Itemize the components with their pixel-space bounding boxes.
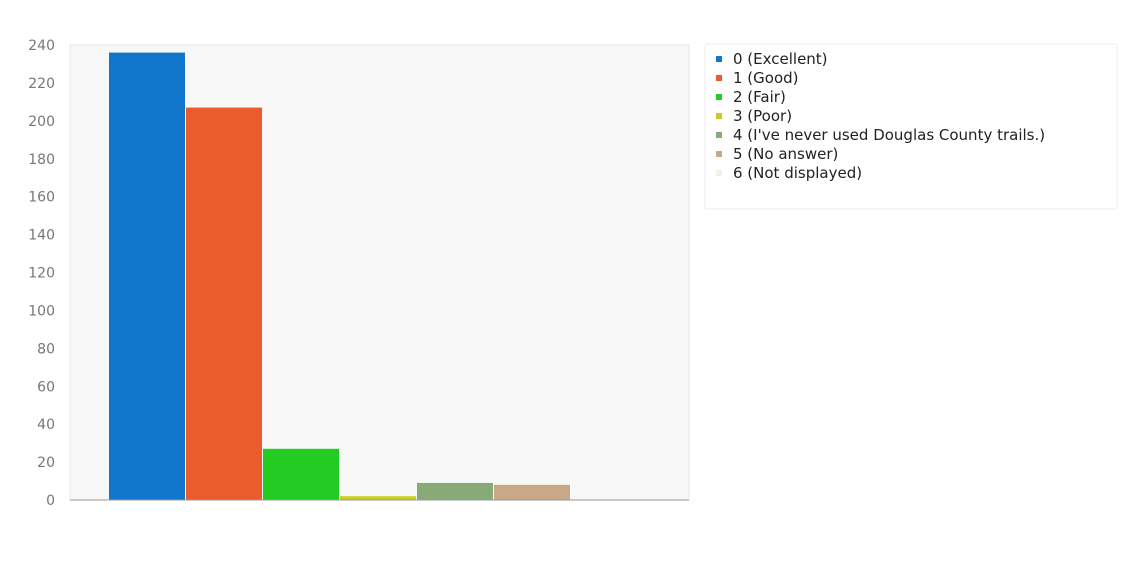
bar-1 xyxy=(186,107,262,500)
bar-0 xyxy=(109,52,185,500)
legend-label-6[interactable]: 6 (Not displayed) xyxy=(733,164,862,182)
y-tick-label: 60 xyxy=(37,379,55,395)
y-tick-label: 0 xyxy=(46,493,55,509)
legend-label-1[interactable]: 1 (Good) xyxy=(733,69,799,87)
bar-3 xyxy=(340,496,416,500)
y-tick-label: 100 xyxy=(28,303,55,319)
bar-4 xyxy=(417,482,493,500)
y-tick-label: 140 xyxy=(28,228,55,244)
y-tick-label: 120 xyxy=(28,266,55,282)
legend-swatch-4 xyxy=(716,132,722,138)
y-tick-label: 20 xyxy=(37,455,55,471)
y-tick-label: 180 xyxy=(28,152,55,168)
y-tick-label: 40 xyxy=(37,417,55,433)
legend-swatch-6 xyxy=(716,170,722,176)
legend-label-5[interactable]: 5 (No answer) xyxy=(733,145,838,163)
y-axis-ticks: 0 20 40 60 80 100 120 140 160 180 200 220 240 xyxy=(28,38,55,509)
bar-2 xyxy=(263,448,339,500)
legend-swatch-2 xyxy=(716,94,722,100)
legend: 0 (Excellent)1 (Good)2 (Fair)3 (Poor)4 (… xyxy=(704,43,1118,210)
legend-box xyxy=(704,43,1118,210)
legend-items: 0 (Excellent)1 (Good)2 (Fair)3 (Poor)4 (… xyxy=(716,50,1045,182)
legend-label-3[interactable]: 3 (Poor) xyxy=(733,107,792,125)
bars xyxy=(109,52,647,500)
bar-5 xyxy=(494,484,570,500)
y-tick-label: 240 xyxy=(28,38,55,54)
y-tick-label: 200 xyxy=(28,114,55,130)
legend-label-2[interactable]: 2 (Fair) xyxy=(733,88,786,106)
legend-swatch-5 xyxy=(716,151,722,157)
legend-swatch-1 xyxy=(716,75,722,81)
legend-label-4[interactable]: 4 (I've never used Douglas County trails… xyxy=(733,126,1045,144)
legend-swatch-3 xyxy=(716,113,722,119)
y-tick-label: 160 xyxy=(28,190,55,206)
legend-label-0[interactable]: 0 (Excellent) xyxy=(733,50,828,68)
legend-swatch-0 xyxy=(716,56,722,62)
y-tick-label: 220 xyxy=(28,76,55,92)
y-tick-label: 80 xyxy=(37,341,55,357)
